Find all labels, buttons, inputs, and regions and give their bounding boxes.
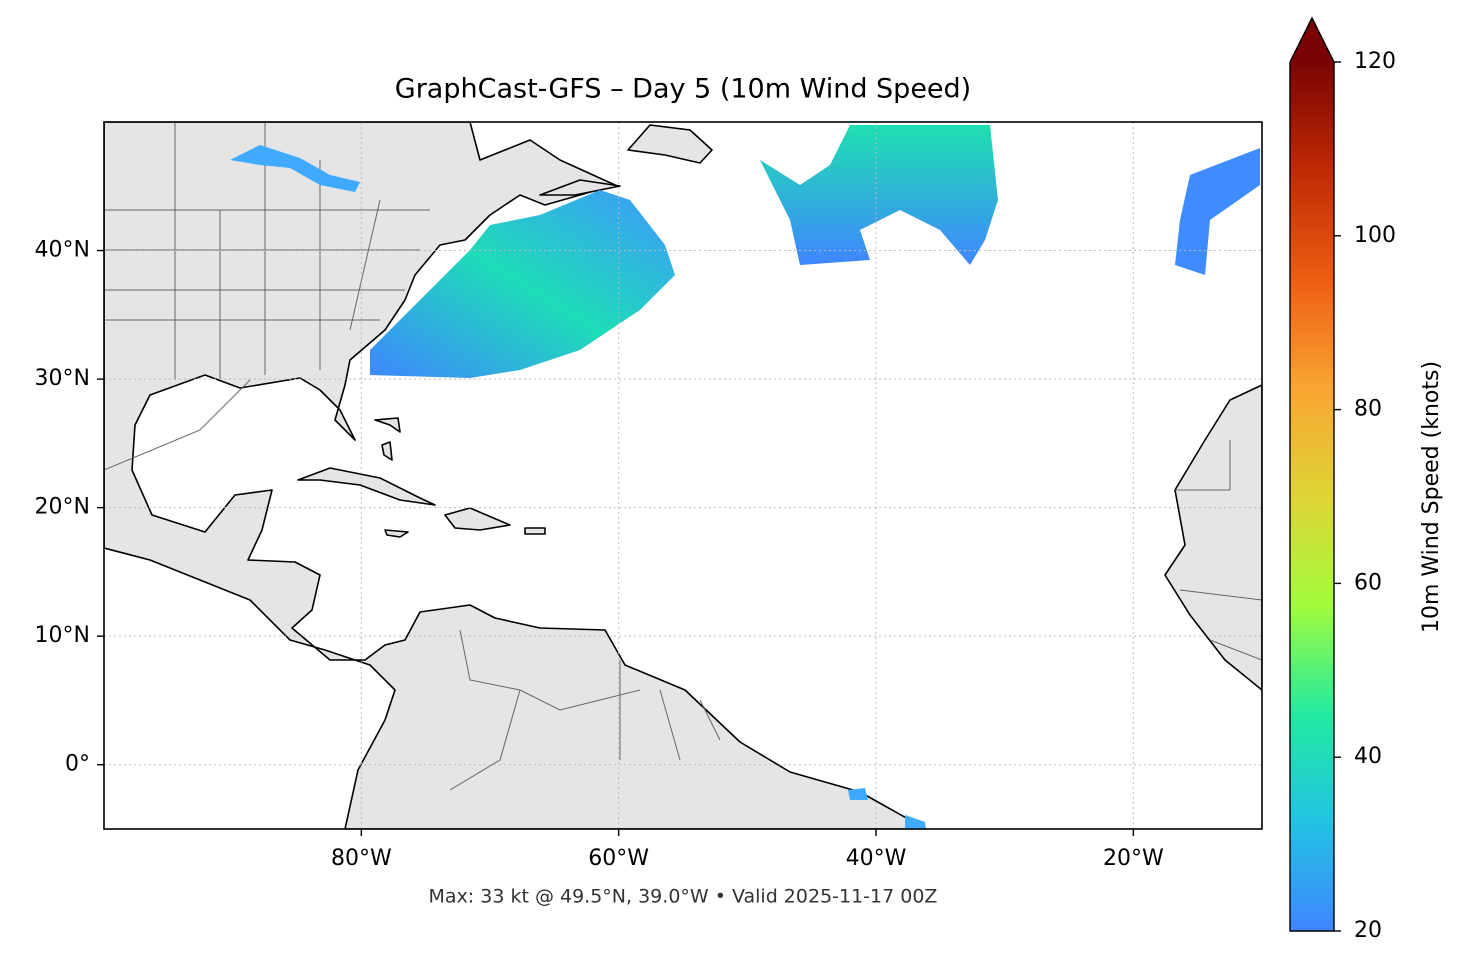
x-tick-label: 60°W: [588, 846, 649, 871]
wind-region: [760, 125, 998, 265]
x-tick-label: 80°W: [331, 846, 392, 871]
wind-region: [370, 190, 675, 378]
hispaniola: [444, 507, 511, 531]
y-tick-label: 10°N: [35, 623, 90, 648]
wind-region: [1175, 148, 1260, 275]
y-tick-label: 30°N: [35, 366, 90, 391]
colorbar-tick-label: 80: [1354, 397, 1382, 422]
colorbar: 20 40 60 80 100 120: [1289, 16, 1396, 943]
colorbar-tick-label: 20: [1354, 918, 1382, 943]
nova-scotia: [539, 179, 621, 196]
colorbar-outline: [1289, 16, 1335, 932]
grid: 80°W 60°W 40°W 20°W 0° 10°N 20°N 30°N 40°N: [35, 122, 1262, 871]
bahamas: [374, 417, 401, 461]
south-america-borders: [449, 440, 1262, 791]
colorbar-extend: [1290, 18, 1334, 62]
africa: [1164, 384, 1262, 691]
x-tick-label: 40°W: [846, 846, 907, 871]
colorbar-tick-label: 120: [1354, 49, 1396, 74]
y-tick-label: 20°N: [35, 495, 90, 520]
colorbar-fill: [1290, 62, 1334, 931]
colorbar-tick-label: 100: [1354, 223, 1396, 248]
americas: [104, 122, 927, 829]
colorbar-label: 10m Wind Speed (knots): [1419, 361, 1444, 633]
plot-frame: [103, 121, 1263, 830]
y-tick-label: 40°N: [35, 238, 90, 263]
map-area: [104, 122, 1262, 829]
jamaica: [384, 529, 409, 538]
cuba: [297, 467, 436, 506]
colorbar-tick-label: 60: [1354, 570, 1382, 595]
puerto-rico: [524, 527, 546, 535]
newfoundland: [627, 124, 713, 164]
footer-annotation: Max: 33 kt @ 49.5°N, 39.0°W • Valid 2025…: [429, 886, 938, 908]
y-tick-label: 0°: [65, 752, 90, 777]
colorbar-tick-label: 40: [1354, 744, 1382, 769]
x-tick-label: 20°W: [1103, 846, 1164, 871]
chart-title: GraphCast-GFS – Day 5 (10m Wind Speed): [395, 74, 971, 105]
